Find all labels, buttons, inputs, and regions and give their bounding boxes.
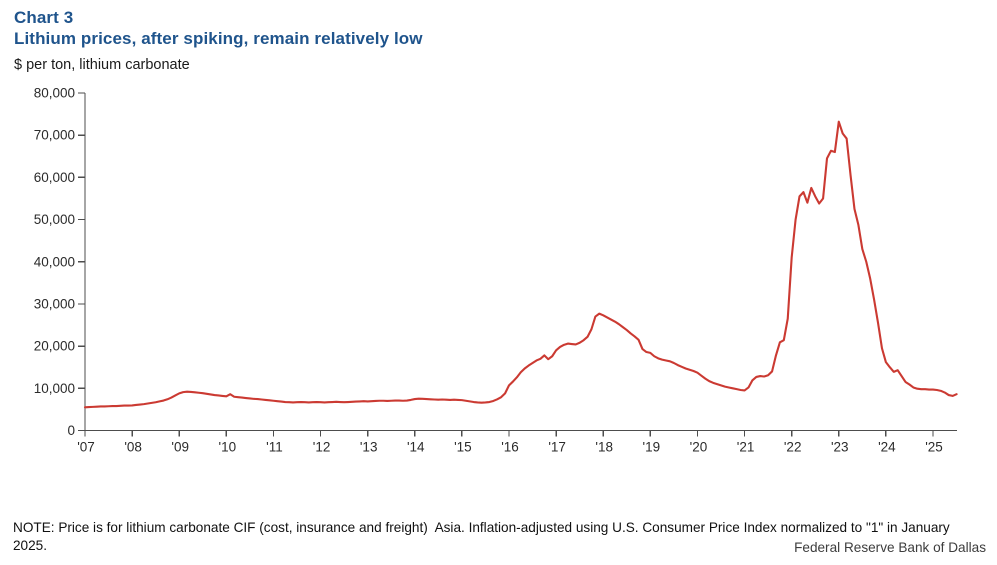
- x-tick-label: '10: [219, 440, 237, 455]
- x-tick-label: '21: [737, 440, 755, 455]
- x-tick-label: '25: [925, 440, 943, 455]
- x-tick-label: '23: [831, 440, 849, 455]
- x-tick-label: '09: [171, 440, 189, 455]
- y-tick-label: 70,000: [34, 128, 75, 143]
- x-tick-label: '19: [643, 440, 661, 455]
- y-tick-label: 40,000: [34, 254, 75, 269]
- x-tick-label: '16: [501, 440, 519, 455]
- x-tick-label: '14: [407, 440, 425, 455]
- y-tick-label: 30,000: [34, 296, 75, 311]
- chart-notes: NOTE: Price is for lithium carbonate CIF…: [13, 484, 985, 565]
- x-tick-label: '24: [878, 440, 896, 455]
- x-tick-label: '08: [124, 440, 142, 455]
- y-tick-label: 10,000: [34, 381, 75, 396]
- x-tick-label: '20: [690, 440, 708, 455]
- note-text: NOTE: Price is for lithium carbonate CIF…: [13, 520, 954, 553]
- x-tick-label: '07: [77, 440, 95, 455]
- chart-header: Chart 3 Lithium prices, after spiking, r…: [14, 7, 423, 74]
- x-tick-label: '13: [360, 440, 378, 455]
- y-tick-label: 50,000: [34, 212, 75, 227]
- axis-units-label: $ per ton, lithium carbonate: [14, 57, 190, 73]
- x-tick-label: '15: [454, 440, 472, 455]
- y-tick-label: 80,000: [34, 86, 75, 101]
- x-tick-label: '17: [548, 440, 566, 455]
- x-tick-label: '11: [266, 440, 283, 455]
- y-tick-label: 60,000: [34, 170, 75, 185]
- chart-number: Chart 3: [14, 8, 74, 27]
- price-line: [83, 120, 958, 409]
- chart-title: Lithium prices, after spiking, remain re…: [14, 29, 423, 48]
- y-tick-label: 0: [67, 423, 75, 438]
- attribution-text: Federal Reserve Bank of Dallas: [794, 540, 986, 555]
- x-tick-label: '22: [784, 440, 802, 455]
- x-tick-label: '12: [313, 440, 331, 455]
- y-tick-label: 20,000: [34, 339, 75, 354]
- x-tick-label: '18: [595, 440, 613, 455]
